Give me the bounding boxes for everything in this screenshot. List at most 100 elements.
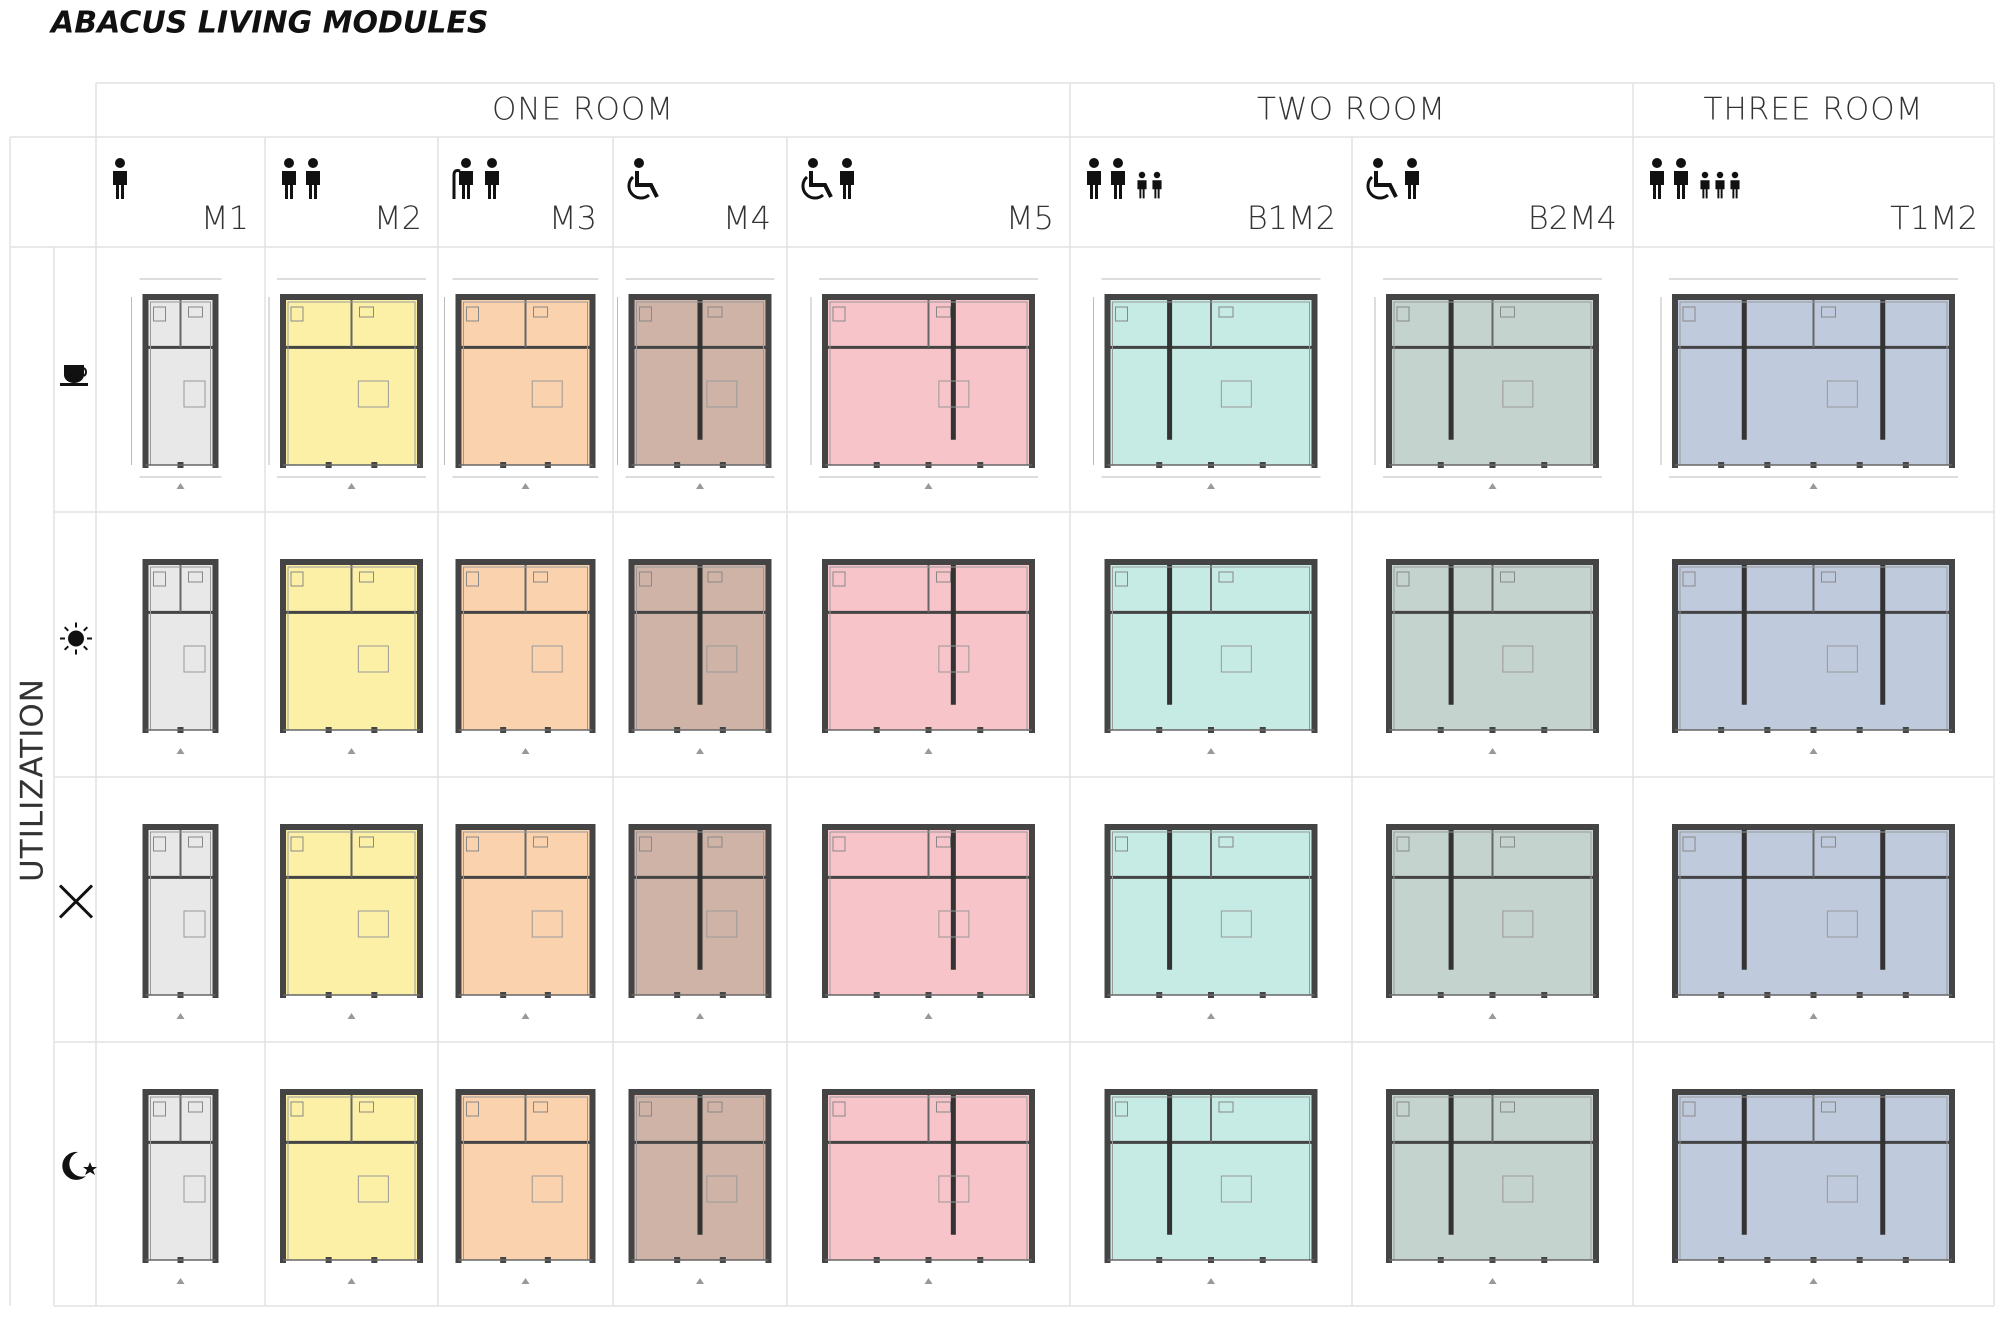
entrance-marker [347,1013,356,1019]
plan-fixture [832,836,846,852]
icon-cup [64,365,84,383]
icon-body [1111,171,1125,199]
plan-furniture [357,645,389,673]
plan-outer-wall [1386,294,1599,465]
plan-inner-line [636,831,764,995]
icon-head [1373,158,1383,168]
entrance-marker [176,483,185,489]
floor-plan [822,559,1035,754]
plan-fixture [1821,1101,1836,1113]
plan-inner-line [1679,566,1948,730]
entrance-marker [1809,748,1818,754]
floor-plan [131,278,222,489]
entrance-marker [176,1013,185,1019]
plan-outer-wall [280,824,423,995]
plan-fixture [1500,836,1515,848]
icon-head [1701,171,1709,179]
entrance-marker [521,748,530,754]
plan-fixture [290,306,304,322]
plan-inner-line [150,566,211,730]
icon-head [1407,158,1417,168]
module-icons [801,158,854,200]
module-icons [452,158,499,199]
entrance-marker [176,1278,185,1284]
plan-outer-wall [822,559,1035,730]
icon-head [115,158,125,168]
module-code: M3 [549,199,597,237]
icon-cane [452,169,461,199]
plan-inner-line [1393,831,1592,995]
floor-plan [628,559,772,754]
floor-plan [628,1089,772,1284]
plan-furniture [183,910,206,938]
plan-inner-line [150,1096,211,1260]
entrance-marker [347,1278,356,1284]
icon-head [461,158,471,168]
icon-body [1087,171,1101,199]
entrance-marker [1488,1278,1497,1284]
module-code: M2 [374,199,422,237]
icon-body [1700,180,1710,199]
icon-head [1731,171,1739,179]
plan-fixture [359,836,374,848]
plan-inner-line [829,566,1028,730]
entrance-marker [1809,1013,1818,1019]
plan-inner-line [636,566,764,730]
plan-outer-wall [142,1089,219,1260]
plan-inner-line [1393,1096,1592,1260]
module-code: B2M4 [1528,199,1617,237]
icon-body [840,171,854,199]
plan-fixture [188,836,203,848]
floor-plan [268,278,426,489]
plan-fixture [1396,1101,1410,1117]
group-label: ONE ROOM [492,92,674,128]
entrance-marker [924,1013,933,1019]
icon-head [284,158,294,168]
plan-inner-line [1679,831,1948,995]
entrance-marker [1488,748,1497,754]
icon-star [83,1162,97,1175]
floor-plan [142,559,219,754]
plan-fixture [466,306,479,322]
entrance-marker [521,1013,530,1019]
entrance-marker [1809,1278,1818,1284]
plan-inner-line [1112,1096,1310,1260]
icon-head [1676,158,1686,168]
plan-fixture [1218,306,1234,318]
plan-inner-line [463,566,588,730]
plan-furniture [1826,910,1858,938]
plan-fixture [1821,571,1836,583]
plan-outer-wall [822,294,1035,465]
plan-fixture [1500,571,1515,583]
plan-inner-line [150,301,211,465]
icon-dinner [58,884,94,919]
floor-plan [1386,824,1599,1019]
floor-plan [455,824,596,1019]
plan-fixture [153,1101,166,1117]
plan-furniture [531,380,563,408]
plan-fixture [639,1101,652,1117]
plan-inner-line [1393,566,1592,730]
plan-inner-line [287,1096,416,1260]
plan-fixture [639,571,652,587]
plan-fixture [290,836,304,852]
plan-fixture [466,836,479,852]
floor-plan [1374,278,1602,489]
icon-body [485,171,499,199]
icon-body [459,171,473,199]
plan-fixture [1500,1101,1515,1113]
plan-furniture [1826,380,1858,408]
plan-furniture [1220,910,1252,938]
entrance-marker [924,483,933,489]
icon-body [306,171,320,199]
icon-chair [1374,171,1398,198]
plan-fixture [290,1101,304,1117]
icon-body [1650,171,1664,199]
plan-fixture [1682,571,1696,587]
icon-day [60,622,92,655]
floor-plan [1104,1089,1318,1284]
icon-head [1652,158,1662,168]
plan-fixture [1218,836,1234,848]
entrance-marker [1207,1013,1215,1019]
plan-furniture [531,645,563,673]
